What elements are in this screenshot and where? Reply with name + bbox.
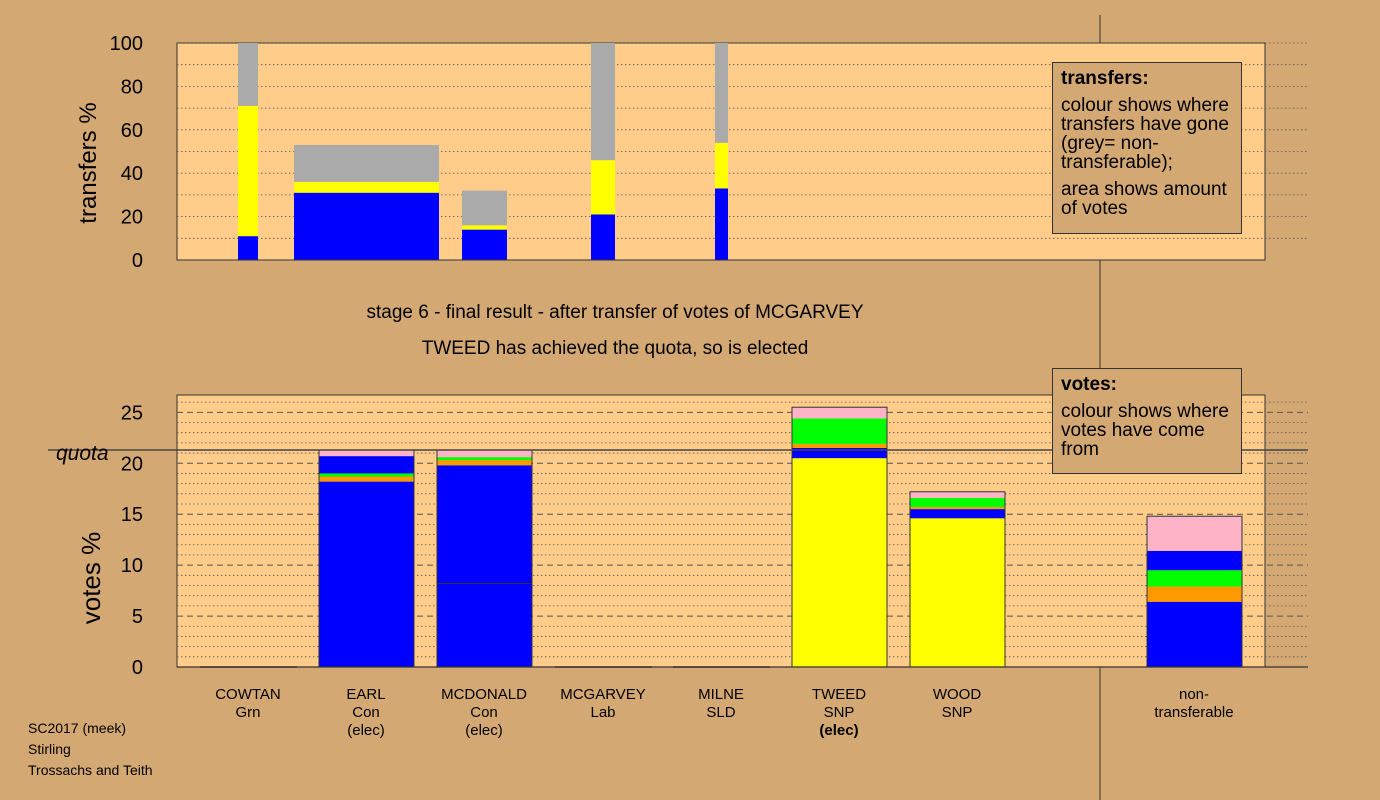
transfers-bar-segment	[715, 188, 728, 260]
votes-y-tick-label: 20	[121, 453, 143, 475]
votes-bar-segment	[437, 450, 532, 458]
votes-y-tick-label: 10	[121, 555, 143, 577]
votes-bar-segment	[319, 473, 414, 477]
candidate-party: Con	[352, 704, 380, 721]
votes-bar-segment	[792, 407, 887, 419]
transfers-bar-segment	[294, 144, 439, 182]
votes-y-tick-label: 15	[121, 504, 143, 526]
votes-bar-segment	[910, 518, 1005, 667]
candidate-status: (elec)	[819, 722, 859, 739]
candidate-party: Con	[470, 704, 498, 721]
transfers-y-tick-label: 100	[110, 33, 143, 55]
votes-bar-segment	[910, 509, 1005, 519]
footer-election: SC2017 (meek)	[28, 720, 127, 736]
candidate-label-mcdonald: MCDONALD Con (elec)	[424, 686, 544, 740]
candidate-party: Grn	[235, 704, 261, 721]
stage-subtitle: TWEED has achieved the quota, so is elec…	[421, 338, 809, 359]
transfers-bar-segment	[238, 105, 258, 237]
votes-bar-segment	[910, 497, 1005, 508]
transfers-bar-segment	[591, 214, 615, 260]
votes-bar-segment	[437, 460, 532, 466]
votes-bar-segment	[792, 458, 887, 667]
candidate-name: COWTAN	[215, 686, 281, 703]
votes-bar-segment	[319, 481, 414, 667]
candidate-name: MCDONALD	[441, 686, 527, 703]
candidate-label-non-transferable: non- transferable	[1134, 686, 1254, 722]
votes-bar-segment	[1147, 550, 1242, 571]
transfers-y-axis-label: transfers %	[75, 102, 102, 223]
candidate-name: WOOD	[932, 686, 982, 703]
transfers-y-tick-label: 20	[121, 207, 143, 229]
transfers-legend-area-text: area shows amount of votes	[1061, 179, 1227, 219]
votes-bar-segment	[319, 450, 414, 457]
votes-bar-segment	[910, 507, 1005, 510]
transfers-bar-segment	[591, 160, 615, 215]
candidate-label-cowtan: COWTAN Grn	[188, 686, 308, 722]
votes-bar-segment	[1147, 516, 1242, 551]
candidate-name: MCGARVEY	[560, 686, 646, 703]
candidate-party: SNP	[823, 704, 855, 721]
transfers-y-tick-label: 40	[121, 163, 143, 185]
transfers-bar-segment	[462, 229, 507, 260]
votes-bar-segment	[1147, 586, 1242, 602]
candidate-label-mcgarvey: MCGARVEY Lab	[543, 686, 663, 722]
transfers-bar-segment	[462, 190, 507, 226]
votes-y-tick-label: 25	[121, 402, 143, 424]
transfers-bar-segment	[715, 43, 728, 143]
votes-bar-segment	[1147, 601, 1242, 667]
transfers-bar-segment	[715, 142, 728, 189]
votes-y-axis-label: votes %	[76, 532, 106, 625]
candidate-party: Lab	[590, 704, 616, 721]
candidate-status: (elec)	[465, 722, 503, 739]
votes-legend-title: votes:	[1061, 374, 1117, 395]
transfers-bar-segment	[238, 236, 258, 260]
transfers-bar-segment	[294, 192, 439, 260]
votes-bar-segment	[437, 465, 532, 667]
votes-bar-segment	[1147, 570, 1242, 587]
candidate-name: non-	[1178, 686, 1210, 703]
candidate-label-earl: EARL Con (elec)	[306, 686, 426, 740]
transfers-y-tick-label: 80	[121, 76, 143, 98]
footer-ward: Trossachs and Teith	[28, 762, 153, 778]
votes-bar-segment	[319, 456, 414, 474]
transfers-legend-title: transfers:	[1061, 68, 1149, 89]
candidate-name: EARL	[346, 686, 386, 703]
stage-title: stage 6 - final result - after transfer …	[366, 302, 864, 323]
transfers-bar-segment	[462, 225, 507, 230]
votes-bar-segment	[437, 457, 532, 461]
footer-council: Stirling	[28, 741, 71, 757]
transfers-y-tick-label: 60	[121, 120, 143, 142]
candidate-label-tweed: TWEED SNP (elec)	[779, 686, 899, 740]
votes-y-tick-label: 0	[132, 657, 143, 679]
votes-bar-segment	[792, 443, 887, 448]
votes-legend: votes: colour shows where votes have com…	[1052, 368, 1242, 474]
candidate-party: transferable	[1154, 704, 1234, 721]
votes-bar-segment	[792, 447, 887, 459]
transfers-bar-segment	[294, 181, 439, 193]
transfers-bar-segment	[591, 43, 615, 161]
transfers-y-tick-label: 0	[132, 250, 143, 272]
votes-y-tick-label: 5	[132, 606, 143, 628]
candidate-status: (elec)	[347, 722, 385, 739]
candidate-label-milne: MILNE SLD	[661, 686, 781, 722]
quota-label: quota	[56, 442, 109, 465]
votes-bar-segment	[792, 418, 887, 444]
votes-bar-segment	[319, 476, 414, 482]
candidate-name: MILNE	[698, 686, 744, 703]
votes-legend-text: colour shows where votes have come from	[1061, 401, 1229, 460]
candidate-label-wood: WOOD SNP	[897, 686, 1017, 722]
votes-bar-segment	[910, 491, 1005, 498]
transfers-bar-segment	[238, 43, 258, 106]
candidate-party: SLD	[706, 704, 736, 721]
candidate-name: TWEED	[811, 686, 867, 703]
transfers-legend: transfers: colour shows where transfers …	[1052, 62, 1242, 234]
candidate-party: SNP	[941, 704, 973, 721]
transfers-legend-text: colour shows where transfers have gone (…	[1061, 95, 1229, 173]
